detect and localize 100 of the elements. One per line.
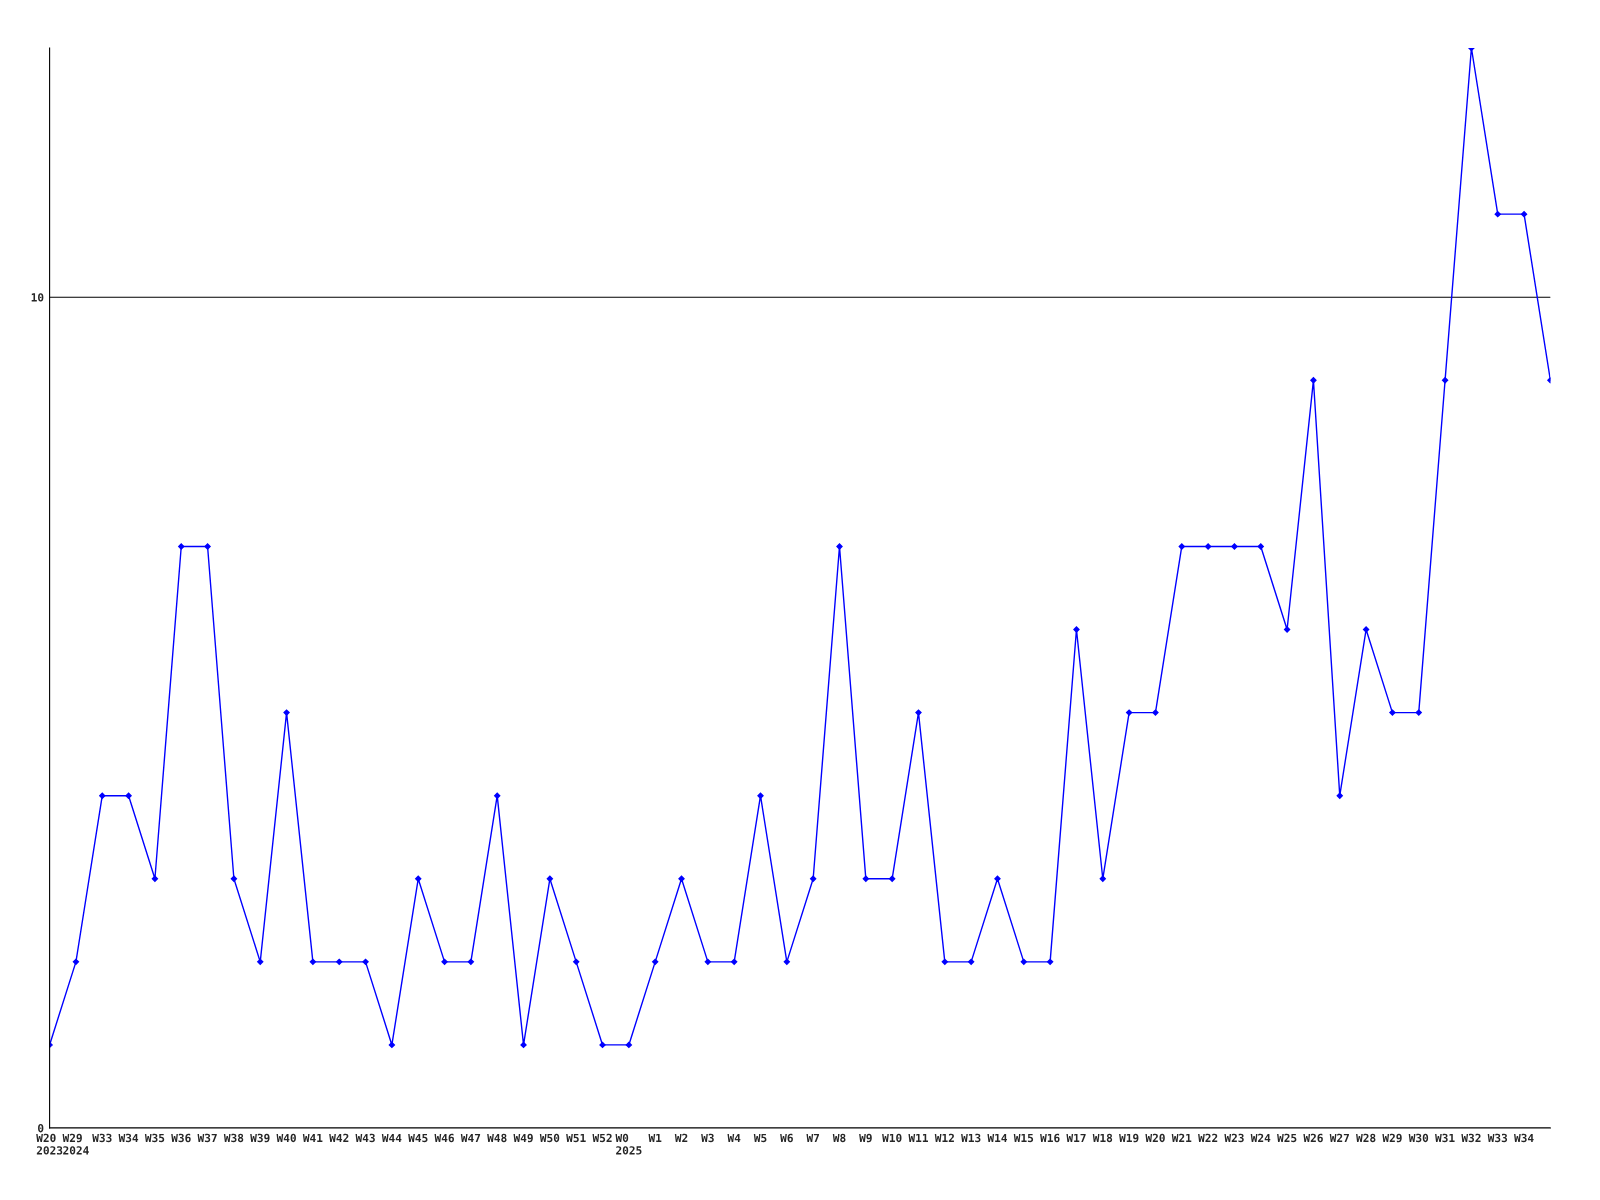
x-tick-label: W52 <box>592 1133 612 1143</box>
point <box>1257 543 1264 550</box>
x-tick-label: W49 <box>513 1133 533 1143</box>
y-tick-label: 0 <box>38 1123 44 1133</box>
point <box>151 875 159 882</box>
point <box>441 958 448 965</box>
x-tick-label: W9 <box>859 1133 872 1143</box>
x-tick-label: W30 <box>1408 1133 1429 1143</box>
point <box>309 958 317 965</box>
point <box>415 875 422 882</box>
x-tick-label: W20 <box>1145 1133 1165 1143</box>
x-tick-label: W38 <box>223 1133 244 1143</box>
point <box>1336 792 1343 799</box>
x-tick-label: W13 <box>961 1133 981 1143</box>
point <box>1362 626 1370 633</box>
x-tick-label: W17 <box>1066 1133 1086 1142</box>
x-tick-label: W46 <box>434 1133 454 1143</box>
x-tick-label: W41 <box>302 1133 323 1142</box>
point <box>1310 377 1317 384</box>
point <box>1152 709 1159 716</box>
x-tick-label: W6 <box>780 1133 793 1143</box>
point <box>862 875 869 882</box>
x-tick-label: W47 <box>460 1133 481 1142</box>
point <box>467 958 475 965</box>
x-tick-label: W10 <box>882 1133 902 1143</box>
point <box>1020 958 1027 965</box>
x-tick-label: W2 <box>674 1133 688 1142</box>
x-tick-label: W20 2023 <box>36 1133 63 1155</box>
point <box>520 1041 527 1049</box>
point <box>1046 958 1054 965</box>
x-tick-label: W21 <box>1171 1133 1192 1142</box>
point <box>599 1041 606 1049</box>
point <box>494 792 501 799</box>
x-tick-label: W39 <box>250 1133 270 1143</box>
x-tick-label: W19 <box>1119 1133 1139 1143</box>
point <box>1178 543 1185 550</box>
point <box>1389 709 1396 716</box>
x-tick-label: W7 <box>806 1133 820 1142</box>
point <box>1204 543 1212 550</box>
point <box>625 1041 633 1049</box>
point <box>1415 709 1422 716</box>
point <box>1520 211 1528 218</box>
x-tick-label: W11 <box>908 1133 928 1142</box>
line-series <box>49 48 1551 1049</box>
point <box>178 543 185 550</box>
x-tick-label: W42 <box>329 1133 349 1142</box>
x-tick-label: W18 <box>1092 1133 1113 1143</box>
x-tick-label: W3 <box>701 1133 714 1143</box>
point <box>362 958 369 965</box>
x-tick-label: W12 <box>934 1133 954 1142</box>
x-tick-label: W14 <box>987 1133 1008 1142</box>
point <box>336 958 343 965</box>
point <box>573 958 580 965</box>
x-tick-label: W29 2024 <box>62 1133 89 1155</box>
point <box>204 543 211 550</box>
x-tick-label: W31 <box>1435 1133 1455 1143</box>
x-tick-label: W32 <box>1461 1133 1481 1143</box>
x-tick-label: W37 <box>197 1133 217 1143</box>
x-tick-label: W5 <box>753 1133 767 1143</box>
x-tick-label: W16 <box>1040 1133 1060 1143</box>
x-tick-label: W15 <box>1013 1133 1034 1143</box>
x-tick-label: W29 <box>1382 1133 1402 1143</box>
point <box>783 958 790 965</box>
x-tick-label: W51 <box>566 1133 586 1143</box>
point <box>230 875 238 882</box>
x-tick-label: W50 <box>539 1133 560 1143</box>
point <box>757 792 764 799</box>
point <box>1283 626 1291 633</box>
x-tick-label: W1 <box>648 1133 662 1142</box>
x-tick-label: W40 <box>276 1133 296 1143</box>
x-tick-label: W36 <box>171 1133 191 1143</box>
x-tick-label: W22 <box>1198 1133 1218 1142</box>
x-tick-label: W27 <box>1329 1133 1349 1142</box>
point <box>810 875 817 882</box>
point <box>1099 875 1106 882</box>
point <box>388 1041 396 1049</box>
point <box>125 792 132 799</box>
point <box>836 543 843 550</box>
point <box>1073 626 1080 633</box>
point <box>1125 709 1133 716</box>
point <box>546 875 554 882</box>
point <box>704 958 711 965</box>
x-tick-label: W25 <box>1277 1133 1297 1143</box>
x-tick-label: W34 <box>118 1133 139 1143</box>
y-tick-label: 10 <box>31 293 44 302</box>
point <box>1494 211 1501 218</box>
x-tick-label: W0 2025 <box>615 1133 642 1155</box>
point <box>678 875 685 882</box>
x-tick-label: W33 <box>1487 1133 1508 1143</box>
point <box>915 709 922 716</box>
point <box>1231 543 1238 550</box>
point <box>731 958 738 965</box>
x-tick-label: W48 <box>487 1133 507 1143</box>
x-tick-label: W28 <box>1356 1133 1376 1143</box>
x-tick-label: W23 <box>1224 1133 1244 1143</box>
point <box>967 958 975 965</box>
x-tick-label: W45 <box>408 1133 428 1143</box>
point <box>1441 377 1449 384</box>
point <box>283 709 290 716</box>
point <box>99 792 106 799</box>
